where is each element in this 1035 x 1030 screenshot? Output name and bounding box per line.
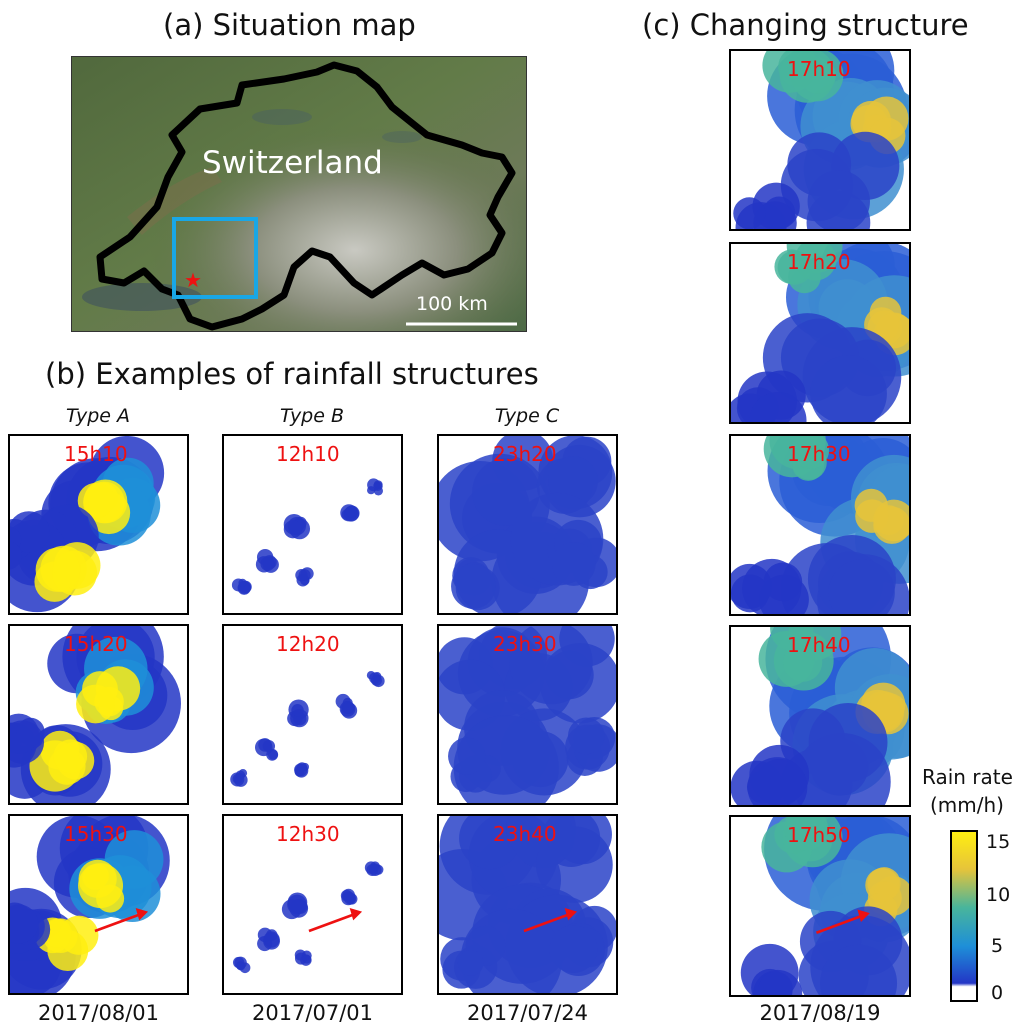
time-label: 15h30 [64,822,128,846]
panel-c-title: (c) Changing structure [642,8,969,42]
rain-panel-b2: 12h20 [222,624,403,805]
study-area-box [172,217,258,299]
rain-panel-d1: 17h10 [729,49,911,231]
colorbar [950,830,978,1002]
time-label: 12h30 [276,822,340,846]
rain-field [10,626,181,803]
rain-field [733,51,909,229]
rain-panel-d3: 17h30 [729,434,911,616]
rain-field [231,478,384,595]
rain-panel-d5: 17h50 [729,815,911,997]
rain-field [439,626,616,803]
time-label: 23h30 [493,632,557,656]
time-label: 23h20 [493,442,557,466]
time-label: 12h10 [276,442,340,466]
rain-field [731,244,909,422]
motion-arrow-icon [523,908,578,933]
rain-field [232,861,384,974]
situation-map: ★ Switzerland 100 km [71,56,527,332]
time-label: 17h40 [787,633,851,657]
date-label-type-b: 2017/07/01 [251,1001,374,1025]
switzerland-border [96,61,516,331]
country-label: Switzerland [202,145,383,181]
time-label: 17h30 [787,442,851,466]
time-label: 23h40 [493,822,557,846]
rain-panel-a1: 15h10 [8,434,189,615]
colorbar-title: Rain rate [922,765,1013,789]
map-graphic: ★ [72,57,526,331]
rain-field [731,627,909,805]
rain-field [439,436,616,613]
colorbar-tick-5: 5 [991,935,1004,957]
panel-a-title: (a) Situation map [163,8,416,42]
rain-field [10,816,170,993]
time-label: 15h10 [64,442,128,466]
time-label: 17h10 [787,57,851,81]
colorbar-unit: (mm/h) [930,793,1004,817]
motion-arrow-icon [308,908,363,933]
time-label: 12h20 [276,632,340,656]
rain-panel-b3: 12h30 [222,814,403,995]
rain-panel-a3: 15h30 [8,814,189,995]
rain-panel-a2: 15h20 [8,624,189,805]
rain-field [10,436,165,613]
date-label-type-c: 2017/07/24 [466,1001,589,1025]
scale-label: 100 km [416,293,488,315]
panel-b-title: (b) Examples of rainfall structures [45,357,539,391]
rain-panel-c2: 23h30 [437,624,618,805]
rain-panel-c1: 23h20 [437,434,618,615]
colorbar-tick-0: 0 [991,982,1004,1004]
date-label-type-a: 2017/08/01 [37,1001,160,1025]
time-label: 15h20 [64,632,128,656]
colorbar-tick-15: 15 [986,831,1011,853]
time-label: 17h20 [787,250,851,274]
rain-field [230,670,385,787]
motion-arrow-icon [94,908,149,933]
type-a-label: Type A [66,405,130,427]
rain-panel-d4: 17h40 [729,625,911,807]
rain-panel-d2: 17h20 [729,242,911,424]
date-label-changing: 2017/08/19 [759,1001,881,1025]
type-c-label: Type C [494,405,560,427]
time-label: 17h50 [787,823,851,847]
rain-field [740,817,909,995]
motion-arrow-icon [815,909,870,934]
colorbar-tick-10: 10 [986,884,1011,906]
location-star-icon: ★ [184,268,202,292]
rain-field [439,816,616,993]
rain-field [731,436,909,614]
rain-panel-c3: 23h40 [437,814,618,995]
rain-panel-b1: 12h10 [222,434,403,615]
type-b-label: Type B [279,405,345,427]
